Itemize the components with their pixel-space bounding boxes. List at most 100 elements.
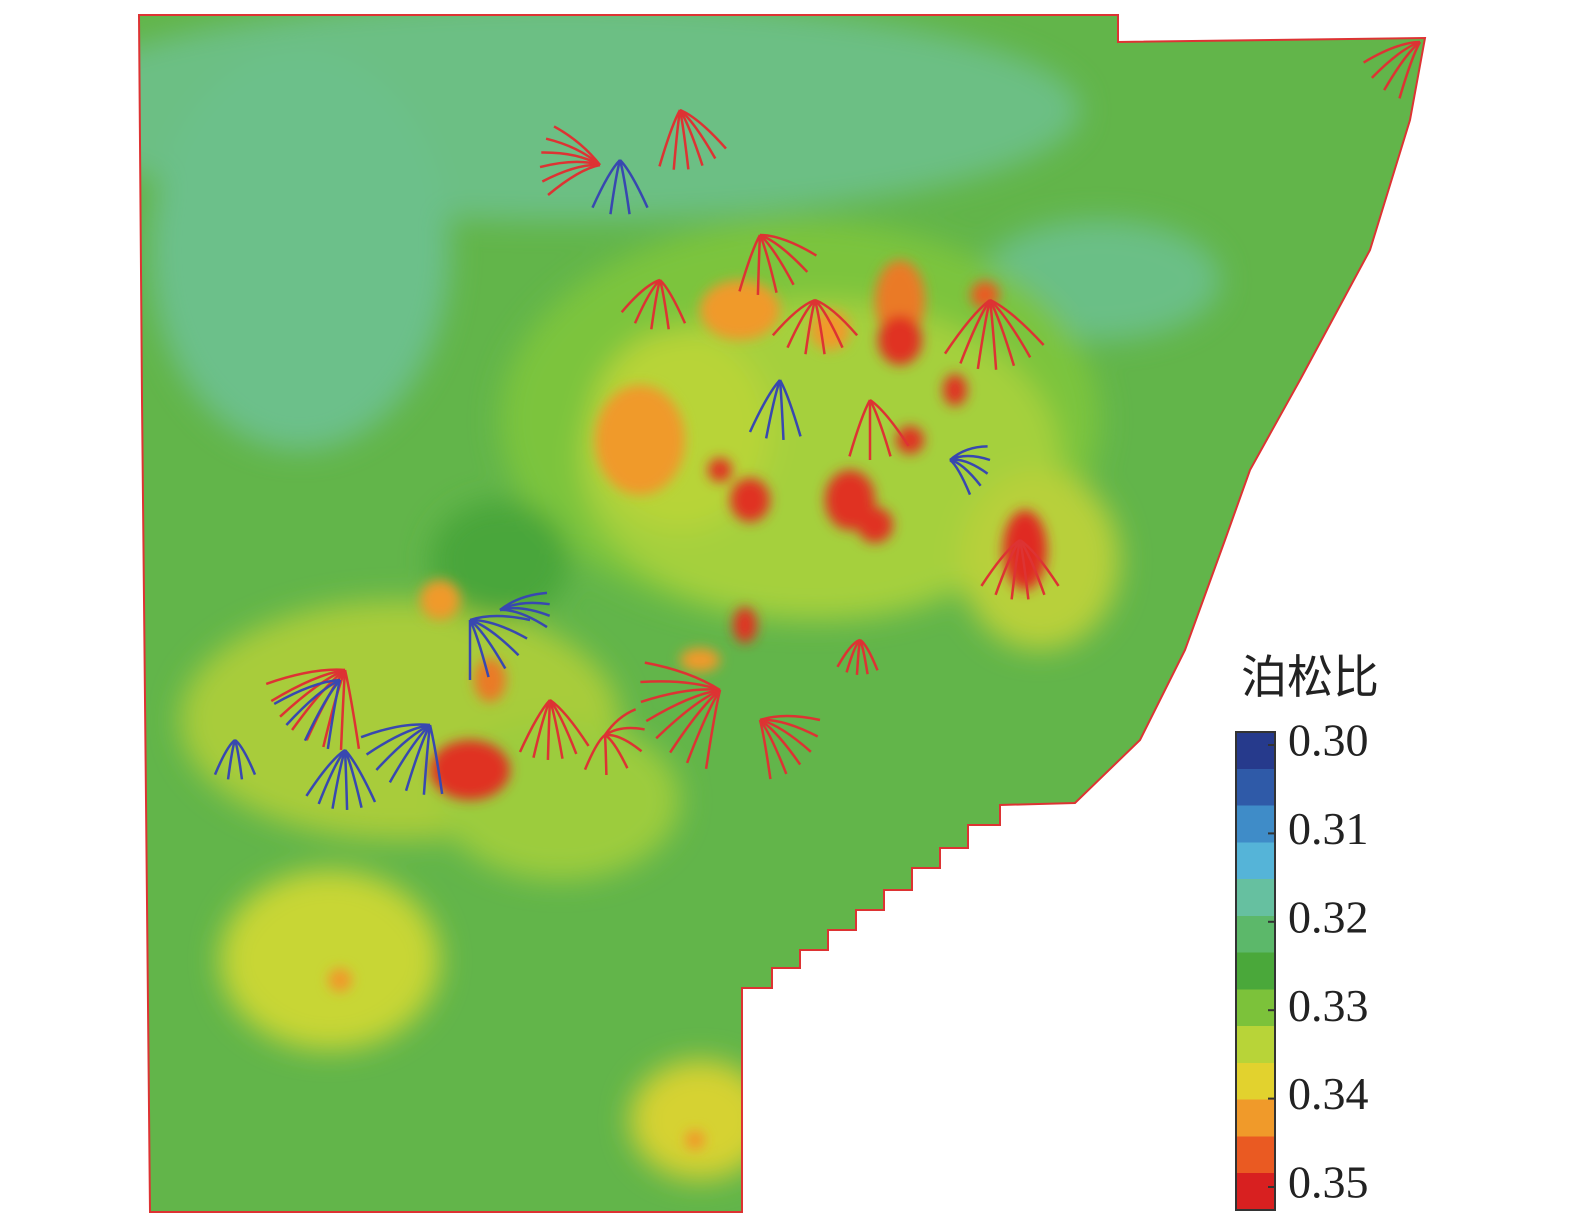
well-path	[609, 159, 622, 215]
well-path	[273, 678, 341, 706]
hotspot	[474, 658, 506, 702]
well-path	[644, 661, 721, 692]
well-path	[814, 298, 859, 337]
well-path	[771, 298, 816, 337]
legend-title: 泊松比	[1241, 650, 1379, 704]
hotspot	[730, 478, 770, 522]
field-patch	[630, 1060, 770, 1180]
well-path	[360, 723, 431, 739]
well-path	[518, 699, 551, 753]
well-path	[848, 399, 872, 457]
colorbar-tick-label: 0.31	[1288, 803, 1369, 854]
well-path	[669, 689, 721, 754]
well-path	[758, 234, 778, 293]
well-path	[748, 379, 781, 433]
well-path	[814, 299, 844, 349]
well-path	[365, 723, 431, 756]
field-patch	[150, 50, 450, 450]
well-path	[685, 689, 722, 764]
hotspot	[420, 580, 460, 620]
well-path	[959, 299, 992, 364]
well-path	[618, 159, 631, 215]
well-path	[658, 109, 682, 167]
well-path	[619, 159, 649, 209]
colorbar-tick-label: 0.33	[1288, 980, 1369, 1031]
well-path	[428, 724, 444, 795]
well-path	[591, 159, 621, 209]
well-path	[868, 399, 892, 457]
well-path	[213, 738, 236, 776]
hotspot	[896, 426, 924, 454]
well-path	[640, 688, 721, 704]
well-path	[499, 608, 548, 629]
well-path	[759, 234, 795, 286]
field-patch	[220, 870, 440, 1050]
well-path	[869, 398, 910, 447]
hotspot	[328, 968, 352, 992]
colorbar-tick-label: 0.34	[1288, 1068, 1369, 1119]
well-path	[949, 458, 972, 496]
well-path	[469, 619, 507, 670]
well-path	[640, 680, 721, 692]
hotspot	[810, 310, 850, 350]
well-path	[943, 298, 991, 355]
well-path	[758, 719, 772, 780]
well-path	[1362, 40, 1421, 64]
well-path	[404, 724, 432, 792]
hotspot	[685, 1130, 705, 1150]
well-path	[583, 733, 606, 771]
well-path	[422, 724, 432, 795]
hotspot	[595, 385, 685, 495]
colorbar	[1235, 731, 1276, 1211]
well-path	[326, 679, 342, 750]
well-path	[388, 724, 431, 783]
hotspot	[878, 315, 922, 365]
hotspot	[680, 648, 720, 672]
well-trajectories	[213, 40, 1422, 810]
hotspot	[708, 458, 732, 482]
well-path	[604, 726, 645, 737]
well-path	[468, 619, 490, 678]
well-path	[804, 299, 817, 355]
colorbar-tick-label: 0.30	[1288, 715, 1369, 766]
well-path	[339, 669, 347, 750]
well-path	[738, 234, 762, 292]
well-path	[375, 723, 431, 771]
well-path	[704, 689, 722, 769]
well-path	[604, 733, 643, 753]
well-path	[603, 708, 637, 736]
hotspot	[857, 507, 893, 543]
well-path	[976, 299, 992, 370]
well-path	[836, 638, 861, 668]
well-path	[655, 688, 721, 740]
well-path	[553, 125, 601, 166]
colorbar-ticks: 0.30 0.31 0.32 0.33 0.34 0.35	[1268, 715, 1369, 1208]
well-path	[343, 669, 361, 749]
well-path	[980, 538, 1021, 587]
well-path	[305, 748, 346, 797]
field-patch	[430, 500, 570, 620]
well-path	[645, 688, 721, 723]
well-path	[988, 299, 998, 370]
hotspot	[943, 374, 967, 406]
well-path	[270, 668, 346, 703]
well-path	[285, 678, 341, 726]
well-path	[756, 234, 762, 295]
well-path	[989, 299, 1032, 358]
map-area	[139, 15, 1425, 1212]
area-boundary	[137, 14, 1427, 1213]
well-path	[989, 298, 1045, 346]
hotspot	[700, 280, 780, 340]
well-path	[620, 278, 661, 313]
well-path	[813, 299, 826, 355]
hotspot	[733, 607, 757, 643]
well-path	[265, 668, 346, 686]
colorbar-tick-label: 0.35	[1288, 1157, 1369, 1208]
well-path	[603, 734, 608, 776]
well-path	[604, 733, 629, 769]
hotspot	[430, 740, 510, 800]
well-path	[303, 679, 341, 742]
colorbar-tick-label: 0.32	[1288, 891, 1369, 942]
well-path	[988, 299, 1016, 367]
